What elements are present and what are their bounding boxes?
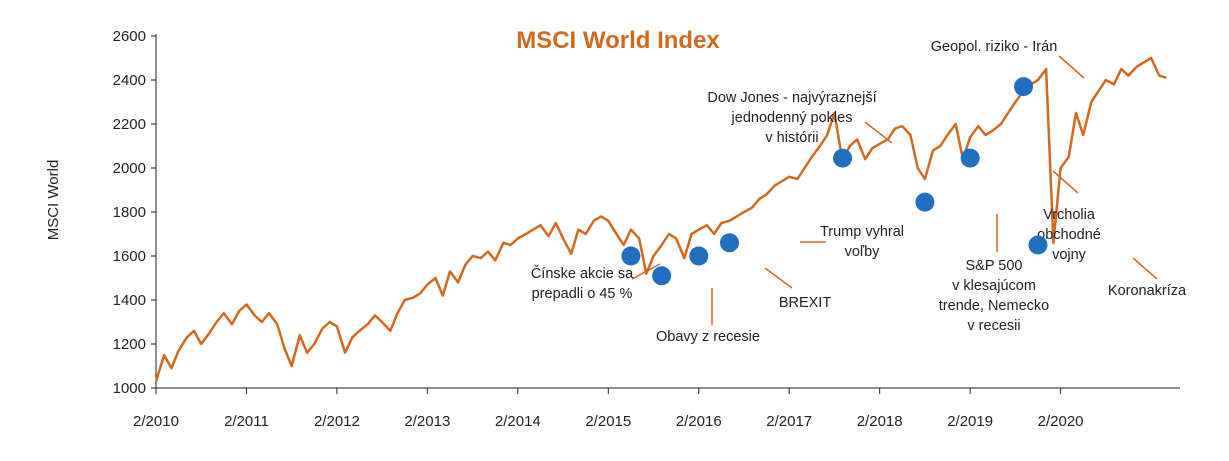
y-tick-label: 2000 bbox=[113, 160, 146, 177]
annotation-text: Obavy z recesie bbox=[656, 329, 760, 345]
annotation: BREXIT bbox=[779, 295, 832, 311]
axes: 1000 1200 1400 1600 1800 2000 2200 2400 2600 2/20… bbox=[113, 28, 1180, 430]
x-tick-label: 2/2018 bbox=[857, 413, 903, 430]
annotation-leader-line bbox=[764, 267, 793, 289]
y-tick-label: 1000 bbox=[113, 380, 146, 397]
annotation: Trump vyhral voľby bbox=[820, 224, 904, 260]
chart-title: MSCI World Index bbox=[516, 27, 720, 54]
x-tick-label: 2/2017 bbox=[766, 413, 812, 430]
annotation-text: prepadli o 45 % bbox=[532, 286, 633, 302]
annotation-leader-line bbox=[1058, 55, 1085, 79]
event-marker bbox=[960, 148, 980, 168]
annotation-leader-line bbox=[864, 121, 893, 144]
annotation: Obavy z recesie bbox=[656, 329, 760, 345]
annotation-text: v histórii bbox=[765, 130, 818, 146]
annotation-text: Čínske akcie sa bbox=[531, 265, 634, 282]
annotation-leader-line bbox=[1052, 170, 1079, 194]
y-axis-label: MSCI World bbox=[45, 160, 62, 241]
x-tick-label: 2/2013 bbox=[404, 413, 450, 430]
series-layer bbox=[154, 56, 1167, 382]
annotation: Geopol. riziko - Irán bbox=[931, 39, 1058, 55]
annotation-text: v recesii bbox=[967, 318, 1020, 334]
annotation: Koronakríza bbox=[1108, 283, 1187, 299]
annotation-text: jednodenný pokles bbox=[731, 110, 853, 126]
y-tick-label: 1600 bbox=[113, 248, 146, 265]
x-tick-label: 2/2019 bbox=[947, 413, 993, 430]
annotation: Vrcholia obchodné vojny bbox=[1037, 207, 1101, 263]
y-tick-label: 2400 bbox=[113, 72, 146, 89]
event-marker bbox=[720, 233, 740, 253]
annotation-text: Koronakríza bbox=[1108, 283, 1187, 299]
event-marker bbox=[915, 192, 935, 212]
y-tick-label: 2200 bbox=[113, 116, 146, 133]
annotation-text: Geopol. riziko - Irán bbox=[931, 39, 1058, 55]
x-tick-label: 2/2012 bbox=[314, 413, 360, 430]
event-marker bbox=[652, 266, 672, 286]
event-marker bbox=[1028, 235, 1048, 255]
annotation-text: BREXIT bbox=[779, 295, 832, 311]
annotation-text: obchodné bbox=[1037, 227, 1101, 243]
x-tick-label: 2/2010 bbox=[133, 413, 179, 430]
event-marker bbox=[689, 246, 709, 266]
x-tick-label: 2/2020 bbox=[1038, 413, 1084, 430]
annotation-text: Trump vyhral bbox=[820, 224, 904, 240]
event-marker bbox=[833, 148, 853, 168]
series-line bbox=[154, 56, 1167, 382]
annotation-text: Vrcholia bbox=[1043, 207, 1096, 223]
annotation: Dow Jones - najvýraznejší jednodenný pokl… bbox=[707, 90, 876, 146]
annotation-leader-line bbox=[631, 263, 661, 280]
y-tick-label: 1400 bbox=[113, 292, 146, 309]
annotation-leader-line bbox=[1132, 257, 1158, 280]
annotation: Čínske akcie sa prepadli o 45 % bbox=[531, 265, 634, 302]
annotation-text: S&P 500 bbox=[966, 258, 1023, 274]
x-tick-label: 2/2014 bbox=[495, 413, 541, 430]
y-tick-label: 2600 bbox=[113, 28, 146, 45]
annotation-text: voľby bbox=[845, 244, 881, 260]
annotation-text: v klesajúcom bbox=[952, 278, 1036, 294]
annotation-text: trende, Nemecko bbox=[939, 298, 1049, 314]
annotation-text: Dow Jones - najvýraznejší bbox=[707, 90, 876, 106]
x-tick-label: 2/2011 bbox=[224, 413, 269, 430]
y-tick-label: 1800 bbox=[113, 204, 146, 221]
y-tick-label: 1200 bbox=[113, 336, 146, 353]
x-tick-label: 2/2016 bbox=[676, 413, 722, 430]
annotation-layer: Čínske akcie sa prepadli o 45 % Obavy z re… bbox=[531, 39, 1187, 345]
annotation-text: vojny bbox=[1052, 247, 1087, 263]
annotation: S&P 500 v klesajúcom trende, Nemecko v rece… bbox=[939, 258, 1049, 334]
event-marker bbox=[1014, 77, 1034, 97]
event-marker bbox=[621, 246, 641, 266]
x-tick-label: 2/2015 bbox=[585, 413, 631, 430]
